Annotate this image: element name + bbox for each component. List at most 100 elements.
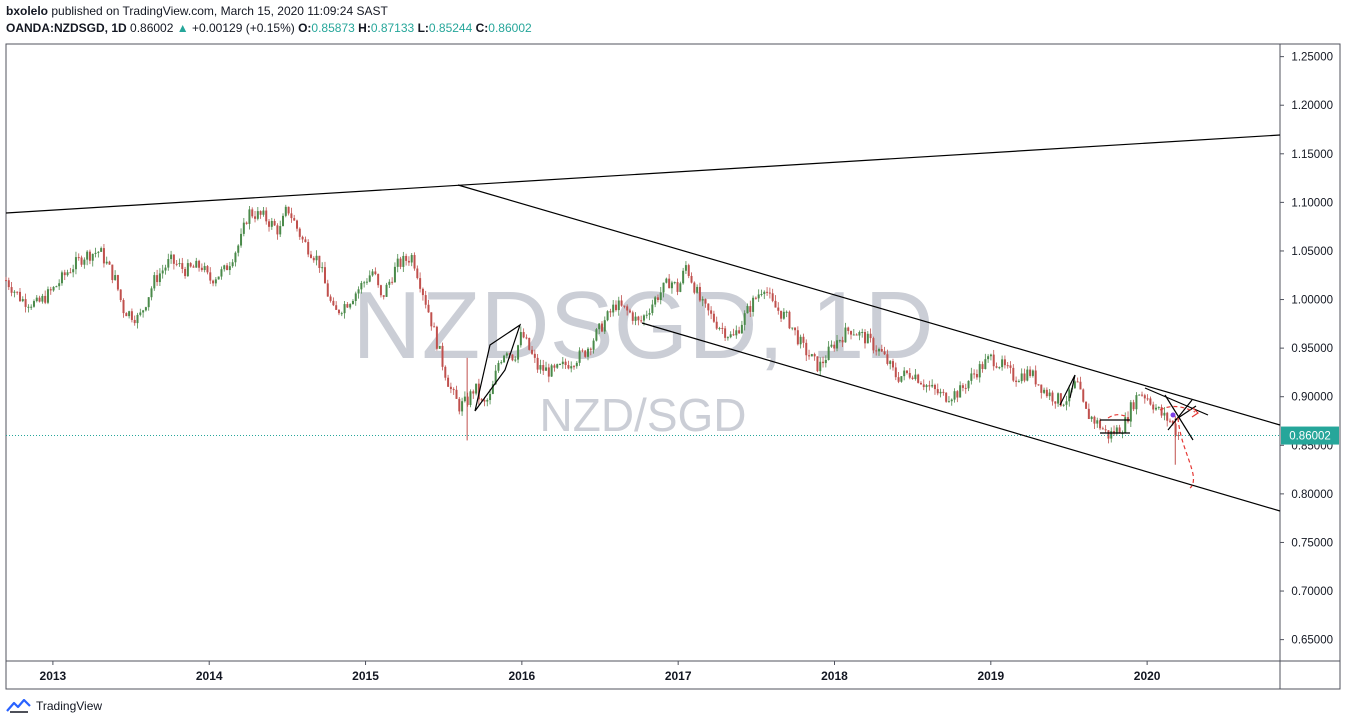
candle-body	[945, 392, 948, 402]
candle-body	[228, 266, 231, 271]
candle-body	[766, 291, 769, 293]
candle-body	[973, 373, 976, 375]
channel-top-line[interactable]	[457, 184, 1281, 426]
candle-body	[1079, 381, 1082, 390]
pattern-drawing-2015[interactable]	[474, 323, 522, 412]
price-axis[interactable]: 1.25000 1.20000 1.15000 1.10000 1.05000 1.000…	[1280, 52, 1333, 647]
y-tick-label: 1.00000	[1291, 295, 1333, 307]
candle-body	[701, 299, 704, 301]
candle-body	[32, 301, 35, 307]
up-arrow-icon: ▲	[176, 21, 189, 35]
symbol-label[interactable]: OANDA:NZDSGD, 1D	[6, 21, 127, 35]
candle-body	[323, 267, 326, 284]
candle-body	[371, 271, 374, 276]
candle-body	[1015, 380, 1018, 383]
candle-body	[290, 213, 293, 219]
candle-body	[21, 299, 24, 302]
candle-body	[72, 269, 75, 273]
candle-body	[740, 324, 743, 334]
candle-body	[620, 300, 623, 306]
projection-path[interactable]	[1107, 405, 1196, 489]
drawings[interactable]	[5, 134, 1281, 512]
candle-body	[866, 333, 869, 344]
candle-body	[959, 385, 962, 398]
candle-body	[908, 372, 911, 378]
candle-body	[144, 307, 147, 311]
channel-bottom-line[interactable]	[641, 322, 1281, 512]
publisher-name[interactable]: bxolelo	[6, 4, 49, 18]
candle-body	[142, 310, 145, 313]
candle-body	[550, 365, 553, 377]
candle-body	[503, 355, 506, 363]
candle-body	[696, 286, 699, 293]
candle-body	[217, 276, 220, 280]
candle-body	[282, 215, 285, 227]
candle-body	[1160, 407, 1163, 416]
candle-body	[466, 396, 469, 405]
candle-body	[343, 304, 346, 314]
candle-body	[852, 334, 855, 336]
candle-body	[883, 351, 886, 355]
candle-body	[659, 292, 662, 300]
candle-body	[116, 275, 119, 290]
candle-body	[612, 304, 615, 313]
candle-body	[164, 267, 167, 271]
candle-body	[564, 361, 567, 366]
candle-body	[268, 221, 271, 227]
branding[interactable]: TradingView	[6, 699, 102, 713]
time-axis[interactable]: 2013 2014 2015 2016 2017 2018 2019 2020	[40, 661, 1161, 683]
candle-body	[668, 278, 671, 289]
candle-body	[405, 255, 408, 261]
candle-body	[869, 333, 872, 339]
candle-body	[1124, 417, 1127, 434]
candle-body	[799, 336, 802, 345]
y-tick-label: 0.65000	[1291, 635, 1333, 647]
candle-body	[760, 294, 763, 296]
candle-body	[1096, 420, 1099, 424]
candle-body	[449, 386, 452, 390]
candle-body	[919, 382, 922, 385]
candle-body	[368, 275, 371, 282]
candle-body	[903, 370, 906, 377]
candle-body	[309, 254, 312, 258]
candle-body	[108, 261, 111, 265]
candle-body	[600, 323, 603, 332]
candle-body	[794, 327, 797, 331]
candle-body	[315, 255, 318, 261]
marker-dot	[1170, 412, 1176, 418]
candle-body	[939, 391, 942, 394]
candle-body	[318, 255, 321, 268]
candle-body	[698, 286, 701, 301]
candle-body	[1034, 370, 1037, 385]
cross-line-c[interactable]	[1174, 405, 1197, 421]
candle-body	[609, 311, 612, 313]
candle-body	[875, 350, 878, 352]
watermark-title: NZDSGD, 1D	[352, 272, 933, 379]
upper-trendline[interactable]	[5, 134, 1281, 214]
candle-body	[648, 313, 651, 315]
projection-arrow-head	[1191, 407, 1199, 418]
candle-body	[133, 319, 136, 324]
wedge-drawing-2020[interactable]	[1144, 387, 1209, 416]
candle-body	[967, 380, 970, 389]
candle-body	[407, 260, 410, 263]
candle-body	[200, 267, 203, 271]
candle-body	[771, 293, 774, 301]
y-tick-label: 0.90000	[1291, 392, 1333, 404]
candle-body	[942, 391, 945, 393]
candle-body	[245, 222, 248, 224]
candle-body	[1143, 395, 1146, 399]
x-tick-label: 2013	[40, 669, 67, 683]
axes-outer-frame	[5, 43, 1341, 690]
cross-line-b[interactable]	[1167, 399, 1193, 431]
candle-body	[209, 272, 212, 281]
candle-body	[1090, 416, 1093, 420]
pattern-drawing-2019[interactable]	[1059, 374, 1076, 406]
candle-body	[80, 257, 83, 265]
candle-body	[172, 254, 175, 264]
candle-body	[130, 311, 133, 320]
candle-body	[158, 273, 161, 283]
candle-body	[1168, 420, 1171, 422]
candle-body	[167, 259, 170, 268]
